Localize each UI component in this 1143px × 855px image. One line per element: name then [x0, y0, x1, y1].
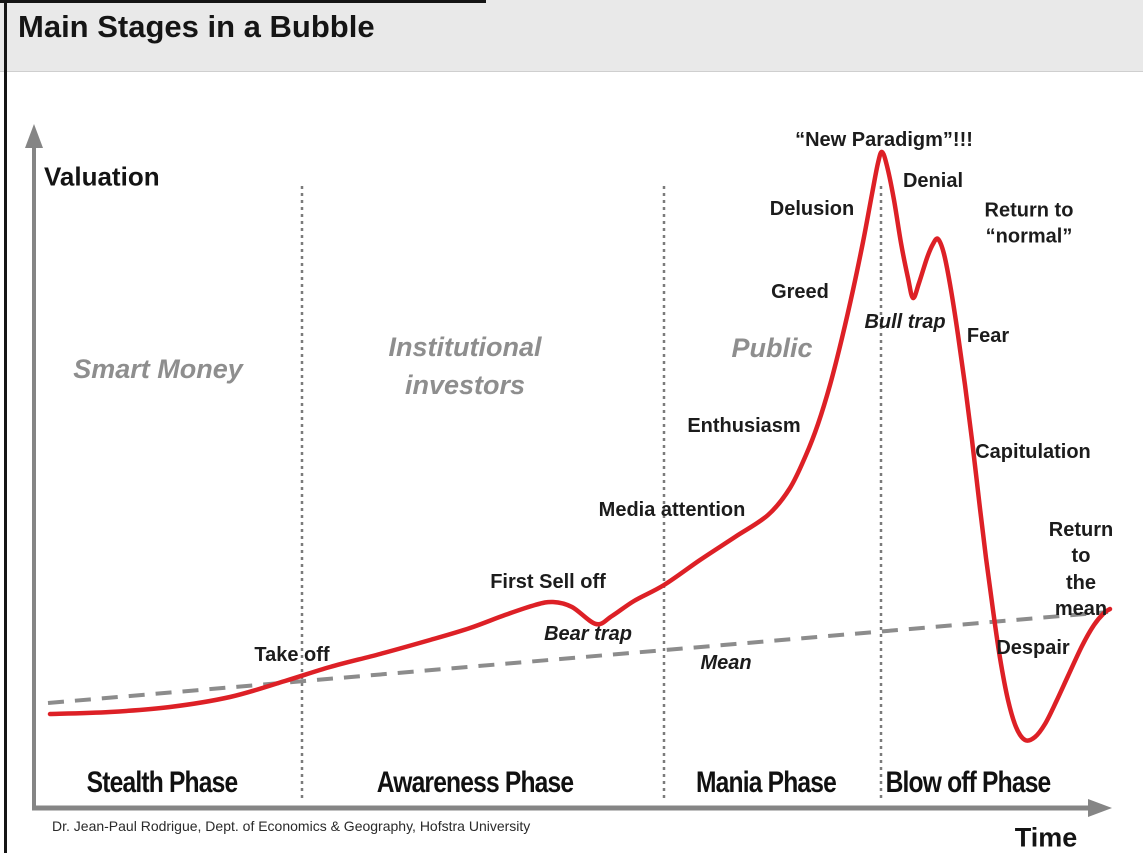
page-title: Main Stages in a Bubble: [18, 9, 375, 44]
y-axis-arrowhead: [25, 124, 43, 148]
bubble-curve: [47, 149, 1113, 743]
title-bar: Main Stages in a Bubble: [0, 0, 1143, 72]
frame-artifact-top: [0, 0, 486, 3]
mean-dashed-line: [47, 610, 1109, 705]
phase-dividers: [300, 186, 883, 802]
y-axis-label: Valuation: [44, 161, 160, 192]
axes: [25, 124, 1112, 817]
frame-artifact-left: [4, 0, 7, 853]
credit-line: Dr. Jean-Paul Rodrigue, Dept. of Economi…: [52, 818, 531, 834]
x-axis-arrowhead: [1088, 799, 1112, 817]
x-axis-label: Time: [1014, 822, 1078, 853]
